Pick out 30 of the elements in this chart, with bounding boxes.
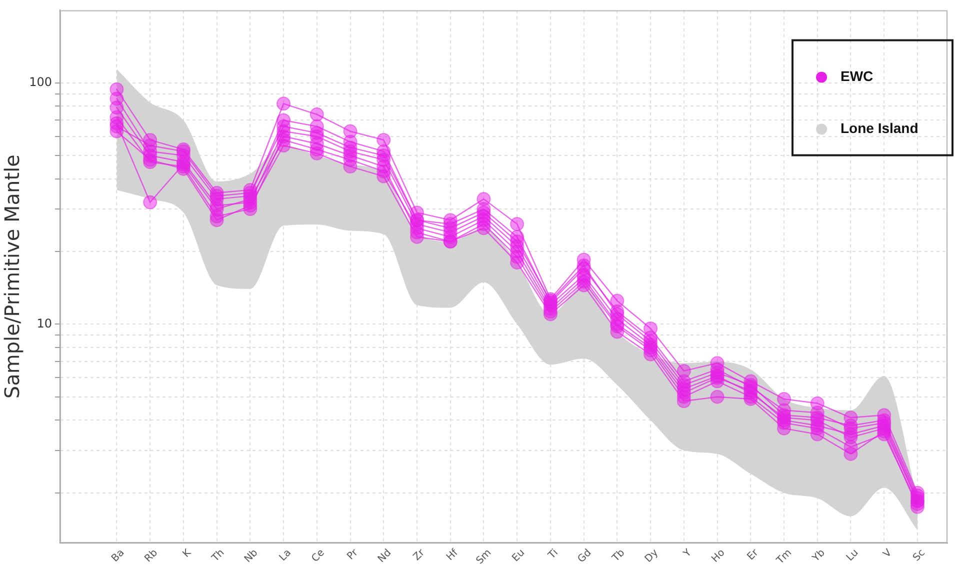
x-tick-label: Pr: [345, 546, 361, 562]
x-tick-label: Ba: [110, 547, 127, 564]
y-tick-label: 10: [36, 316, 52, 330]
x-tick-label: Rb: [142, 547, 160, 565]
x-tick-label: Zr: [411, 546, 428, 563]
x-tick-label: Eu: [510, 547, 528, 564]
x-tick-label: Nb: [242, 547, 260, 565]
x-tick-label: Lu: [844, 547, 861, 564]
x-tick-label: Nd: [376, 547, 394, 565]
x-tick-label: Yb: [810, 547, 828, 565]
x-tick-label: La: [277, 547, 294, 564]
x-tick-label: Er: [745, 546, 762, 563]
x-tick-label: Sm: [474, 547, 494, 567]
x-tick-label: Gd: [576, 547, 594, 566]
x-tick-label: Sc: [911, 547, 928, 564]
x-tick-label: Ti: [546, 547, 560, 562]
x-tick-label: K: [180, 547, 194, 560]
x-tick-label: Hf: [444, 547, 461, 564]
y-axis-title: Sample/Primitive Mantle: [0, 154, 24, 399]
x-tick-label: Dy: [643, 547, 661, 565]
x-tick-label: V: [881, 547, 894, 560]
x-tick-label: Th: [209, 547, 227, 565]
legend-label: Lone Island: [840, 120, 918, 136]
x-tick-label: Y: [681, 546, 695, 560]
x-tick-label: Ce: [310, 547, 327, 564]
x-tick-label: Ho: [710, 547, 728, 565]
x-tick-label: Tm: [774, 547, 794, 568]
legend-label: EWC: [840, 68, 874, 84]
y-tick-label: 100: [29, 74, 52, 89]
x-tick-label: Tb: [610, 547, 628, 565]
